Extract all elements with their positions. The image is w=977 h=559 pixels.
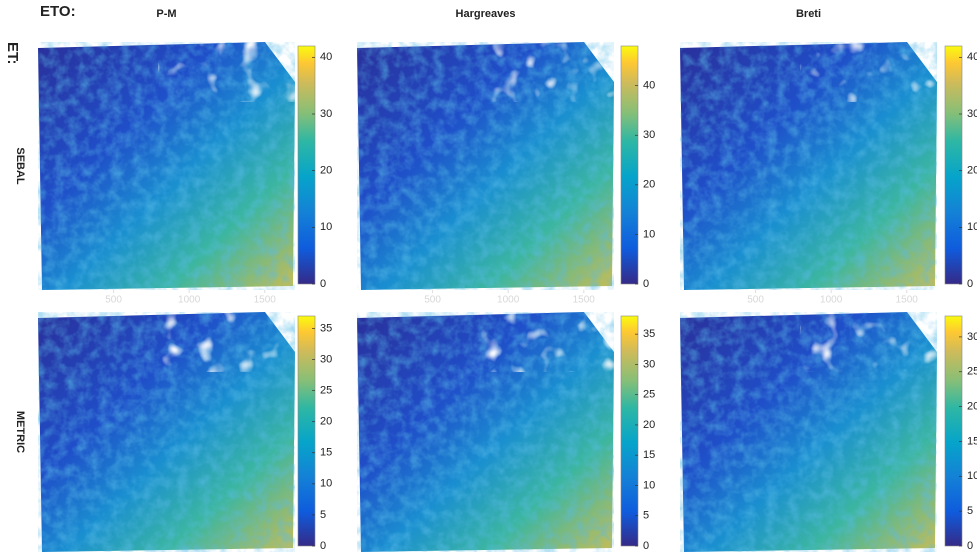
colorbar-tick-label: 25 [643,389,655,401]
figure: ETO: ET: P-M Hargreaves Breti SEBAL 0 10 20 30 4… [0,0,977,559]
colorbar [621,46,638,284]
colorbar-tick-label: 25 [320,385,332,397]
x-tick-label: 500 [105,295,122,306]
colorbar-tick-label: 0 [967,540,973,552]
colorbar-tick-label: 5 [320,509,326,521]
colorbar-tick-label: 10 [643,228,655,240]
colorbar [298,316,315,546]
colorbar-tick-label: 0 [643,278,649,290]
colorbar-tick-label: 30 [320,108,332,120]
colorbar-tick-label: 25 [967,366,977,378]
colorbar-tick-label: 20 [320,416,332,428]
column-label: P-M [156,8,176,20]
map-nodata [800,312,937,372]
colorbar [298,46,315,284]
colorbar-tick-label: 30 [967,108,977,120]
colorbar-tick-label: 20 [967,165,977,177]
colorbar-tick-label: 35 [643,328,655,340]
colorbar-tick-label: 30 [967,331,977,343]
colorbar-tick-label: 20 [967,401,977,413]
colorbar [945,46,962,284]
x-tick-label: 500 [424,295,441,306]
colorbar-tick-label: 10 [967,470,977,482]
colorbar-tick-label: 15 [967,435,977,447]
colorbar-tick-label: 40 [643,80,655,92]
colorbar-tick-label: 20 [643,419,655,431]
map-nodata [158,42,295,102]
colorbar-tick-label: 10 [643,479,655,491]
colorbar-tick-label: 20 [320,165,332,177]
row-axis-label: ET: [4,42,21,65]
colorbar-tick-label: 0 [320,540,326,552]
colorbar-tick-label: 35 [320,322,332,334]
map-nodata [477,42,614,102]
x-tick-label: 1500 [573,295,596,306]
colorbar-tick-label: 30 [643,358,655,370]
column-label: Hargreaves [456,8,516,20]
x-tick-label: 500 [747,295,764,306]
colorbar-tick-label: 5 [967,505,973,517]
map-nodata [800,42,937,102]
x-tick-label: 1500 [896,295,919,306]
map-nodata [158,312,295,372]
colorbar-tick-label: 15 [320,447,332,459]
row-label: METRIC [14,411,26,453]
row-label: SEBAL [14,147,26,185]
colorbar-tick-label: 20 [643,179,655,191]
column-label: Breti [796,8,821,20]
colorbar-tick-label: 40 [320,51,332,63]
x-tick-label: 1500 [254,295,277,306]
colorbar-tick-label: 10 [320,478,332,490]
x-tick-label: 1000 [820,295,843,306]
colorbar-tick-label: 30 [320,353,332,365]
map-nodata [477,312,614,372]
colorbar-tick-label: 5 [643,510,649,522]
colorbar-tick-label: 40 [967,51,977,63]
colorbar-tick-label: 0 [320,278,326,290]
corner-label: ETO: [40,3,76,20]
colorbar-tick-label: 10 [967,221,977,233]
x-tick-label: 1000 [497,295,520,306]
colorbar-tick-label: 0 [967,278,973,290]
colorbar-tick-label: 15 [643,449,655,461]
colorbar [621,316,638,546]
colorbar-tick-label: 0 [643,540,649,552]
x-tick-label: 1000 [178,295,201,306]
colorbar-tick-label: 10 [320,221,332,233]
colorbar-tick-label: 30 [643,129,655,141]
